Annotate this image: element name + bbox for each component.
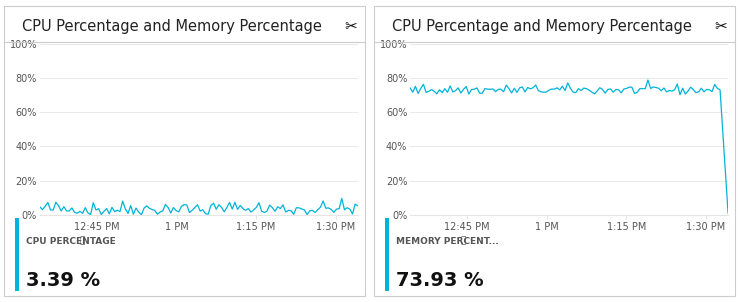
Text: CPU Percentage and Memory Percentage: CPU Percentage and Memory Percentage <box>21 19 321 34</box>
Text: MEMORY PERCENT...: MEMORY PERCENT... <box>396 237 499 246</box>
Text: ✂: ✂ <box>344 19 357 34</box>
Text: 3.39 %: 3.39 % <box>26 271 101 290</box>
Text: ✂: ✂ <box>715 19 727 34</box>
Text: ⓘ: ⓘ <box>460 237 466 246</box>
Text: CPU PERCENTAGE: CPU PERCENTAGE <box>26 237 116 246</box>
Text: ⓘ: ⓘ <box>79 237 85 246</box>
Text: 73.93 %: 73.93 % <box>396 271 484 290</box>
Text: CPU Percentage and Memory Percentage: CPU Percentage and Memory Percentage <box>392 19 692 34</box>
